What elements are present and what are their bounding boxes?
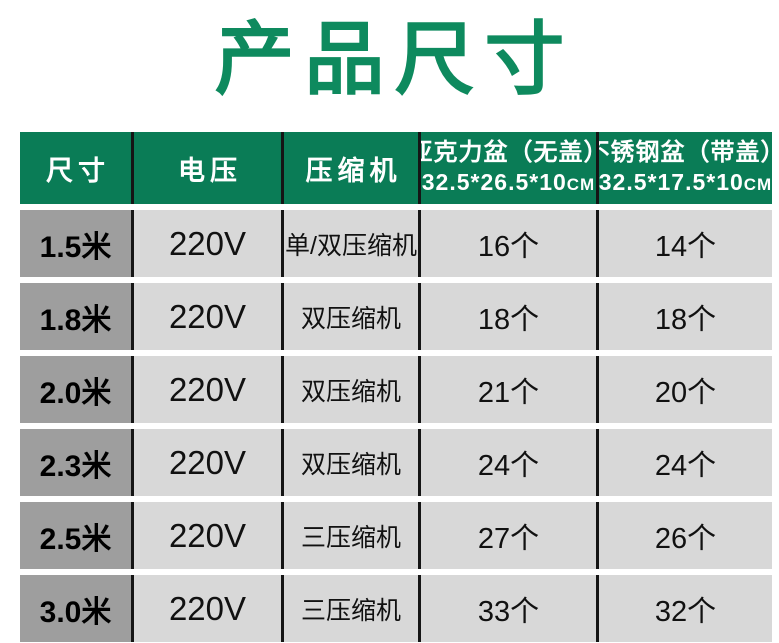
table-row: 1.8米 220V 双压缩机 18个 18个 xyxy=(20,283,772,350)
page-title: 产品尺寸 xyxy=(214,15,575,104)
cell-size: 3.0米 xyxy=(20,575,131,642)
cell-voltage: 220V xyxy=(131,429,281,496)
acrylic-dims-value: 32.5*26.5*10 xyxy=(421,168,567,195)
header-acrylic-name: 亚克力盆（无盖） xyxy=(418,138,596,166)
cell-size: 2.5米 xyxy=(20,502,131,569)
cell-stainless-count: 24个 xyxy=(596,429,772,496)
cell-size: 2.0米 xyxy=(20,356,131,423)
cell-compressor: 三压缩机 xyxy=(281,502,418,569)
stainless-dims-value: 32.5*17.5*10 xyxy=(598,168,744,195)
cell-voltage: 220V xyxy=(131,575,281,642)
header-acrylic-dimensions: 32.5*26.5*10CM xyxy=(422,168,595,199)
header-stainless-basin: 不锈钢盆（带盖） 32.5*17.5*10CM xyxy=(596,132,772,204)
cell-acrylic-count: 27个 xyxy=(418,502,596,569)
cell-acrylic-count: 33个 xyxy=(418,575,596,642)
table-row: 3.0米 220V 三压缩机 33个 32个 xyxy=(20,575,772,642)
cell-acrylic-count: 24个 xyxy=(418,429,596,496)
size-table: 尺寸 电压 压缩机 亚克力盆（无盖） 32.5*26.5*10CM 不锈钢盆（带… xyxy=(20,132,772,643)
table-row: 2.3米 220V 双压缩机 24个 24个 xyxy=(20,429,772,496)
header-stainless-name: 不锈钢盆（带盖） xyxy=(599,138,772,166)
cell-voltage: 220V xyxy=(131,210,281,277)
cell-size: 2.3米 xyxy=(20,429,131,496)
header-acrylic-basin: 亚克力盆（无盖） 32.5*26.5*10CM xyxy=(418,132,596,204)
header-compressor: 压缩机 xyxy=(281,132,418,204)
cell-voltage: 220V xyxy=(131,283,281,350)
cell-stainless-count: 14个 xyxy=(596,210,772,277)
cell-stainless-count: 18个 xyxy=(596,283,772,350)
cell-acrylic-count: 16个 xyxy=(418,210,596,277)
cell-compressor: 三压缩机 xyxy=(281,575,418,642)
cell-size: 1.8米 xyxy=(20,283,131,350)
table-row: 2.0米 220V 双压缩机 21个 20个 xyxy=(20,356,772,423)
cell-stainless-count: 26个 xyxy=(596,502,772,569)
cell-acrylic-count: 18个 xyxy=(418,283,596,350)
header-voltage: 电压 xyxy=(131,132,281,204)
cell-compressor: 双压缩机 xyxy=(281,356,418,423)
cell-compressor: 双压缩机 xyxy=(281,283,418,350)
table-row: 2.5米 220V 三压缩机 27个 26个 xyxy=(20,502,772,569)
cell-stainless-count: 20个 xyxy=(596,356,772,423)
cell-acrylic-count: 21个 xyxy=(418,356,596,423)
cell-voltage: 220V xyxy=(131,502,281,569)
table-header-row: 尺寸 电压 压缩机 亚克力盆（无盖） 32.5*26.5*10CM 不锈钢盆（带… xyxy=(20,132,772,204)
header-size: 尺寸 xyxy=(20,132,131,204)
cell-size: 1.5米 xyxy=(20,210,131,277)
cell-voltage: 220V xyxy=(131,356,281,423)
cell-compressor: 双压缩机 xyxy=(281,429,418,496)
table-row: 1.5米 220V 单/双压缩机 16个 14个 xyxy=(20,210,772,277)
header-stainless-dimensions: 32.5*17.5*10CM xyxy=(599,168,772,199)
acrylic-dims-unit: CM xyxy=(566,174,596,194)
cell-stainless-count: 32个 xyxy=(596,575,772,642)
stainless-dims-unit: CM xyxy=(743,174,772,194)
cell-compressor: 单/双压缩机 xyxy=(281,210,418,277)
